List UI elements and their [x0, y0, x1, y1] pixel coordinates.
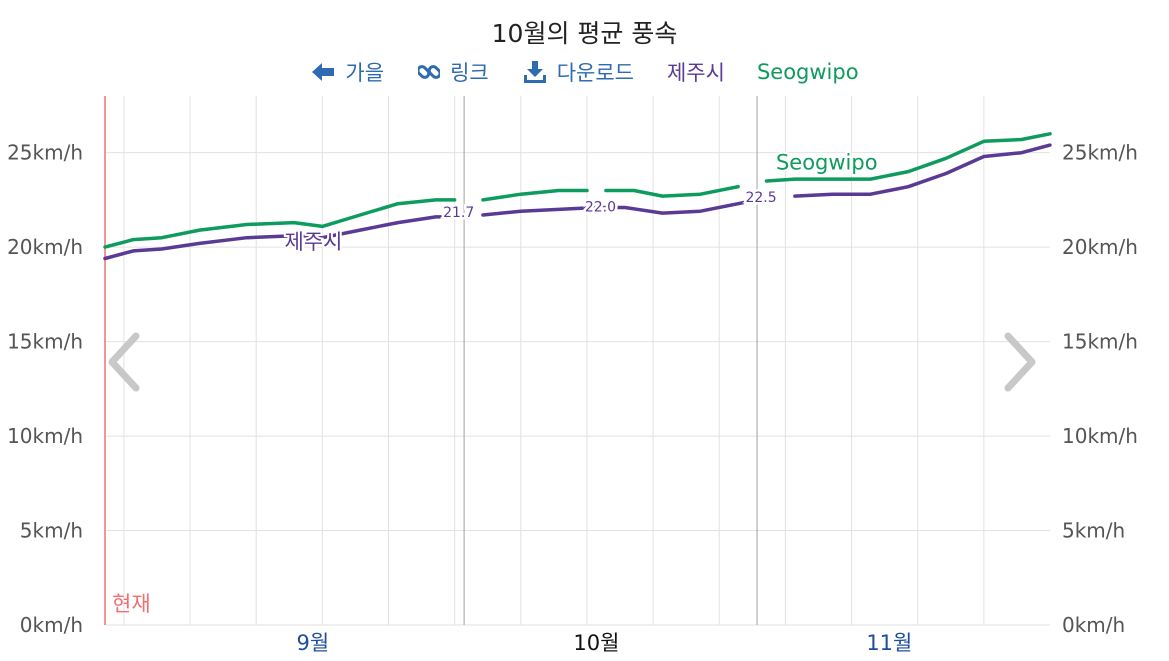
- series-line-1: [481, 188, 589, 202]
- series-inline-label: Seogwipo: [776, 151, 878, 175]
- data-label: 22.5: [745, 190, 776, 206]
- chart-title: 10월의 평균 풍속: [491, 19, 678, 48]
- y-tick-label-left: 25km/h: [7, 141, 83, 165]
- series-line-1: [103, 198, 457, 249]
- link-icon: [418, 60, 441, 84]
- y-tick-label-left: 0km/h: [20, 613, 83, 637]
- data-label: 22.0: [585, 199, 616, 215]
- now-marker-label: 현재: [112, 592, 151, 616]
- series-line-0: [103, 215, 457, 261]
- series-line-1: [764, 132, 1052, 183]
- series-line-0: [793, 143, 1052, 198]
- chevron-right-icon: [1004, 332, 1036, 392]
- chart-toolbar: 가을 링크 다운로드 제주시 Seogwipo: [0, 56, 1169, 88]
- month-label: 11월: [866, 631, 912, 655]
- series-line-0: [481, 198, 759, 217]
- back-label: 가을: [345, 61, 385, 85]
- y-tick-label-right: 10km/h: [1062, 424, 1138, 448]
- arrow-left-icon: [311, 62, 335, 82]
- y-tick-label-right: 25km/h: [1062, 141, 1138, 165]
- legend-item-jeju[interactable]: 제주시: [666, 61, 725, 85]
- y-tick-label-right: 5km/h: [1062, 519, 1125, 543]
- y-tick-label-left: 20km/h: [7, 235, 83, 259]
- y-tick-label-left: 5km/h: [20, 519, 83, 543]
- next-month-button[interactable]: [1000, 330, 1040, 394]
- data-label: 21.7: [443, 205, 474, 221]
- download-label: 다운로드: [556, 61, 634, 85]
- download-icon: [523, 60, 547, 84]
- y-tick-label-left: 10km/h: [7, 424, 83, 448]
- link-button[interactable]: 링크: [418, 57, 489, 87]
- series-inline-label: 제주시: [285, 230, 343, 254]
- back-button[interactable]: 가을: [311, 57, 384, 87]
- previous-month-button[interactable]: [104, 330, 144, 394]
- legend-item-seogwipo[interactable]: Seogwipo: [756, 60, 859, 84]
- download-button[interactable]: 다운로드: [523, 57, 634, 87]
- link-label: 링크: [450, 61, 489, 85]
- y-tick-label-right: 0km/h: [1062, 613, 1125, 637]
- month-label: 9월: [297, 631, 330, 655]
- series-line-1: [604, 184, 740, 198]
- y-tick-label-left: 15km/h: [7, 330, 83, 354]
- chevron-left-icon: [108, 332, 140, 392]
- y-tick-label-right: 20km/h: [1062, 235, 1138, 259]
- month-label: 10월: [573, 631, 619, 655]
- y-tick-label-right: 15km/h: [1062, 330, 1138, 354]
